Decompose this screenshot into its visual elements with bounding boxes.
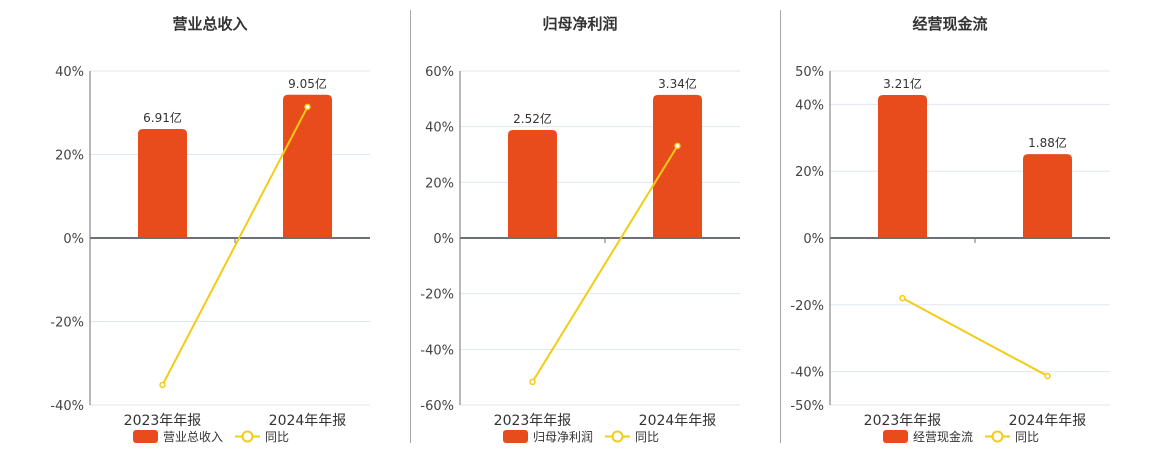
legend-bar-swatch[interactable]	[883, 430, 908, 443]
yoy-line	[531, 145, 679, 383]
legend-line-marker-icon	[241, 430, 254, 443]
chart-title: 经营现金流	[912, 15, 987, 33]
bar[interactable]	[878, 95, 927, 238]
bar[interactable]	[283, 94, 332, 238]
yoy-point[interactable]	[674, 142, 681, 150]
bar-value-label: 3.21亿	[883, 76, 922, 91]
y-tick-label: 50%	[795, 65, 824, 80]
legend: 归母净利润 同比	[503, 430, 659, 444]
y-tick-label: 20%	[55, 149, 84, 164]
y-tick-label: -60%	[420, 399, 454, 414]
legend-bar-label[interactable]: 归母净利润	[533, 430, 593, 444]
y-tick-label: -40%	[790, 366, 824, 381]
y-tick-label: 40%	[795, 98, 824, 113]
legend-bar-swatch[interactable]	[133, 430, 158, 443]
bar-value-label: 9.05亿	[288, 76, 327, 91]
chart-panel-2: 归母净利润 60% 40% 20% 0% -20% -40% -60% 2.52亿 2023年年报…	[370, 0, 751, 450]
chart-panel-1: 营业总收入 40% 20% 0% -20% -40% 6.91亿 2023年年报 9.05亿 20…	[0, 0, 381, 450]
legend-line-label[interactable]: 同比	[1015, 430, 1039, 444]
bar-value-label: 3.34亿	[658, 76, 697, 91]
x-tick-label: 2023年年报	[494, 413, 572, 429]
bar[interactable]	[508, 130, 557, 238]
y-tick-label: 20%	[425, 176, 454, 191]
y-tick-label: -20%	[790, 299, 824, 314]
yoy-point[interactable]	[529, 378, 536, 386]
chart-title: 营业总收入	[172, 15, 247, 33]
x-tick-label: 2024年年报	[1009, 413, 1087, 429]
y-tick-label: -40%	[50, 399, 84, 414]
y-tick-label: 0%	[433, 232, 454, 247]
yoy-line	[902, 297, 1048, 377]
yoy-point[interactable]	[159, 381, 166, 389]
x-tick-label: 2024年年报	[269, 413, 347, 429]
y-tick-label: -20%	[50, 316, 84, 331]
x-tick-label: 2024年年报	[639, 413, 717, 429]
legend-line-label[interactable]: 同比	[635, 430, 659, 444]
yoy-point[interactable]	[1044, 372, 1051, 380]
legend-line-marker-icon	[991, 430, 1004, 443]
legend: 营业总收入 同比	[133, 430, 289, 444]
legend-bar-label[interactable]: 营业总收入	[163, 430, 223, 444]
x-tick-label: 2023年年报	[124, 413, 202, 429]
bar[interactable]	[138, 129, 187, 238]
bar[interactable]	[653, 94, 702, 238]
legend: 经营现金流 同比	[883, 429, 1039, 444]
legend-line-label[interactable]: 同比	[265, 430, 289, 444]
legend-bar-swatch[interactable]	[503, 430, 528, 443]
panel-divider	[780, 10, 781, 443]
yoy-point[interactable]	[304, 103, 311, 111]
panel-divider	[410, 10, 411, 443]
bar-value-label: 2.52亿	[513, 111, 552, 126]
y-tick-label: -50%	[790, 399, 824, 414]
bar[interactable]	[1023, 154, 1072, 238]
y-tick-label: -20%	[420, 288, 454, 303]
y-tick-label: -40%	[420, 343, 454, 358]
legend-bar-label[interactable]: 经营现金流	[913, 429, 973, 444]
x-tick-label: 2023年年报	[864, 413, 942, 429]
legend-line-marker-icon	[611, 430, 624, 443]
yoy-point[interactable]	[899, 294, 906, 302]
y-tick-label: 20%	[795, 165, 824, 180]
y-tick-label: 40%	[425, 121, 454, 136]
y-tick-label: 60%	[425, 65, 454, 80]
chart-title: 归母净利润	[542, 15, 617, 33]
y-tick-label: 40%	[55, 65, 84, 80]
chart-panel-3: 经营现金流 50% 40% 20% 0% -20% -40% -50% 3.21亿 2023年年报…	[740, 0, 1121, 450]
bar-value-label: 6.91亿	[143, 110, 182, 125]
yoy-line	[161, 106, 309, 386]
bar-value-label: 1.88亿	[1028, 135, 1067, 150]
y-tick-label: 0%	[63, 232, 84, 247]
y-tick-label: 0%	[803, 232, 824, 247]
